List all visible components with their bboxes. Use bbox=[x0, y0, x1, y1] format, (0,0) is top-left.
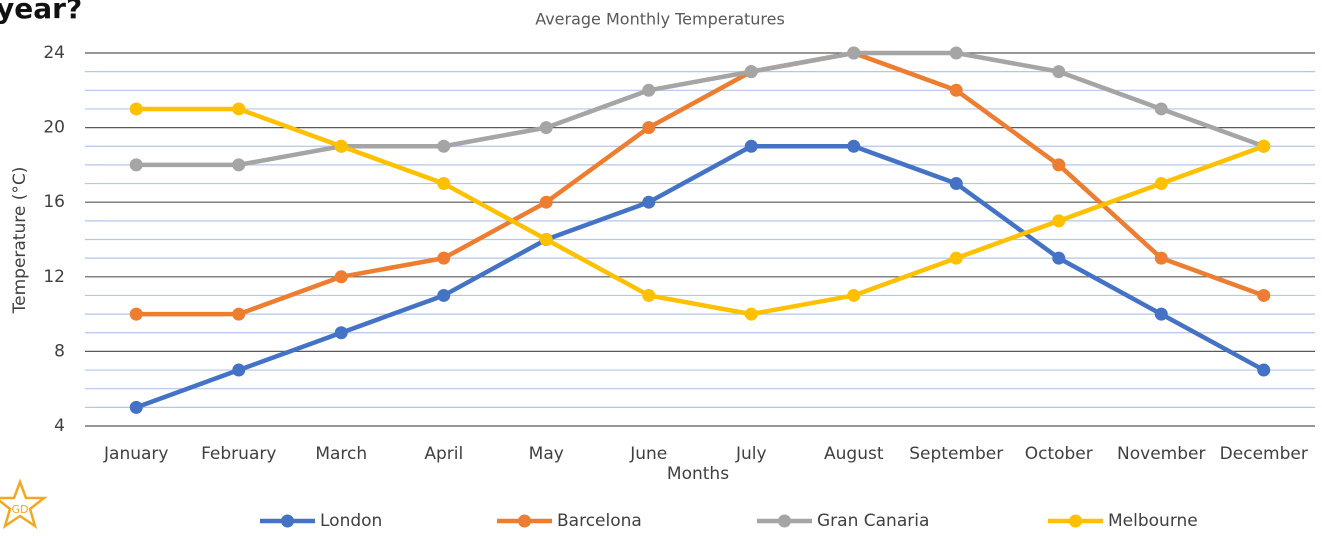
y-tick-label: 12 bbox=[43, 267, 65, 287]
legend: London Barcelona Gran Canaria Melbourne bbox=[260, 511, 1198, 531]
data-point bbox=[949, 46, 963, 60]
data-point bbox=[949, 83, 963, 97]
x-tick-label: April bbox=[424, 444, 463, 464]
legend-marker bbox=[281, 514, 294, 528]
series-line bbox=[135, 144, 1265, 410]
data-point bbox=[334, 270, 348, 284]
data-point bbox=[232, 158, 246, 172]
data-point bbox=[539, 233, 553, 246]
data-point bbox=[129, 307, 143, 321]
data-point bbox=[1257, 288, 1271, 302]
data-point bbox=[847, 288, 861, 302]
legend-label: Melbourne bbox=[1108, 511, 1198, 531]
data-point bbox=[744, 139, 758, 153]
data-point bbox=[847, 139, 861, 153]
data-point bbox=[949, 177, 963, 191]
legend-marker bbox=[518, 514, 531, 528]
data-point bbox=[539, 121, 553, 135]
x-tick-label: December bbox=[1220, 444, 1308, 464]
y-axis-label: Temperature (°C) bbox=[10, 167, 30, 315]
data-point bbox=[1154, 307, 1168, 321]
series-line bbox=[136, 50, 1265, 168]
data-point bbox=[1052, 214, 1066, 228]
data-point bbox=[232, 102, 246, 116]
data-point bbox=[539, 195, 553, 209]
x-tick-label: May bbox=[529, 444, 564, 464]
data-point bbox=[129, 102, 143, 116]
data-point bbox=[437, 139, 451, 153]
data-point bbox=[642, 83, 656, 97]
x-tick-label: October bbox=[1025, 444, 1093, 464]
data-point bbox=[949, 251, 963, 265]
legend-label: Gran Canaria bbox=[817, 511, 929, 531]
data-point bbox=[129, 400, 143, 414]
series-line bbox=[136, 50, 1265, 317]
data-point bbox=[744, 65, 758, 79]
data-point bbox=[1154, 251, 1168, 265]
series-line bbox=[136, 106, 1265, 317]
data-point bbox=[642, 121, 656, 135]
data-point bbox=[129, 158, 143, 172]
data-point bbox=[1257, 139, 1271, 153]
plot bbox=[129, 46, 1271, 414]
legend-marker bbox=[778, 514, 791, 528]
data-point bbox=[1052, 158, 1066, 172]
y-tick-label: 8 bbox=[54, 341, 65, 361]
x-tick-label: February bbox=[201, 444, 276, 464]
question: year? bbox=[0, 0, 82, 25]
x-tick-label: November bbox=[1117, 444, 1205, 464]
data-point bbox=[744, 307, 758, 321]
data-point bbox=[334, 139, 348, 153]
data-point bbox=[334, 326, 348, 340]
data-point bbox=[437, 288, 451, 302]
grid: 4 8 12 16 20 24 January February March April May Ju… bbox=[43, 43, 1315, 464]
data-point bbox=[847, 46, 861, 60]
legend-marker bbox=[1069, 514, 1082, 528]
data-point bbox=[642, 288, 656, 302]
x-axis-label: Months bbox=[667, 464, 729, 484]
data-point bbox=[1052, 65, 1066, 79]
data-point bbox=[1257, 363, 1271, 377]
chart-title: Average Monthly Temperatures bbox=[535, 10, 785, 29]
y-tick-label: 24 bbox=[43, 43, 65, 63]
y-tick-label: 20 bbox=[43, 118, 65, 138]
legend-label: Barcelona bbox=[557, 511, 642, 531]
data-point bbox=[1154, 102, 1168, 116]
data-point bbox=[1052, 251, 1066, 265]
y-tick-label: 16 bbox=[43, 192, 65, 212]
data-point bbox=[437, 177, 451, 191]
x-tick-label: August bbox=[824, 444, 884, 464]
data-point bbox=[437, 251, 451, 265]
y-tick-label: 4 bbox=[54, 416, 65, 436]
data-point bbox=[1154, 177, 1168, 191]
badge-label: GD bbox=[12, 503, 29, 516]
legend-label: London bbox=[320, 511, 382, 531]
x-tick-label: June bbox=[629, 444, 667, 464]
x-tick-label: September bbox=[909, 444, 1003, 464]
x-tick-label: March bbox=[315, 444, 367, 464]
data-point bbox=[232, 307, 246, 321]
x-tick-label: July bbox=[735, 444, 767, 464]
data-point bbox=[642, 195, 656, 209]
badge-icon: GD bbox=[0, 478, 48, 529]
star bbox=[0, 478, 48, 529]
data-point bbox=[232, 363, 246, 377]
x-tick-label: January bbox=[103, 444, 168, 464]
